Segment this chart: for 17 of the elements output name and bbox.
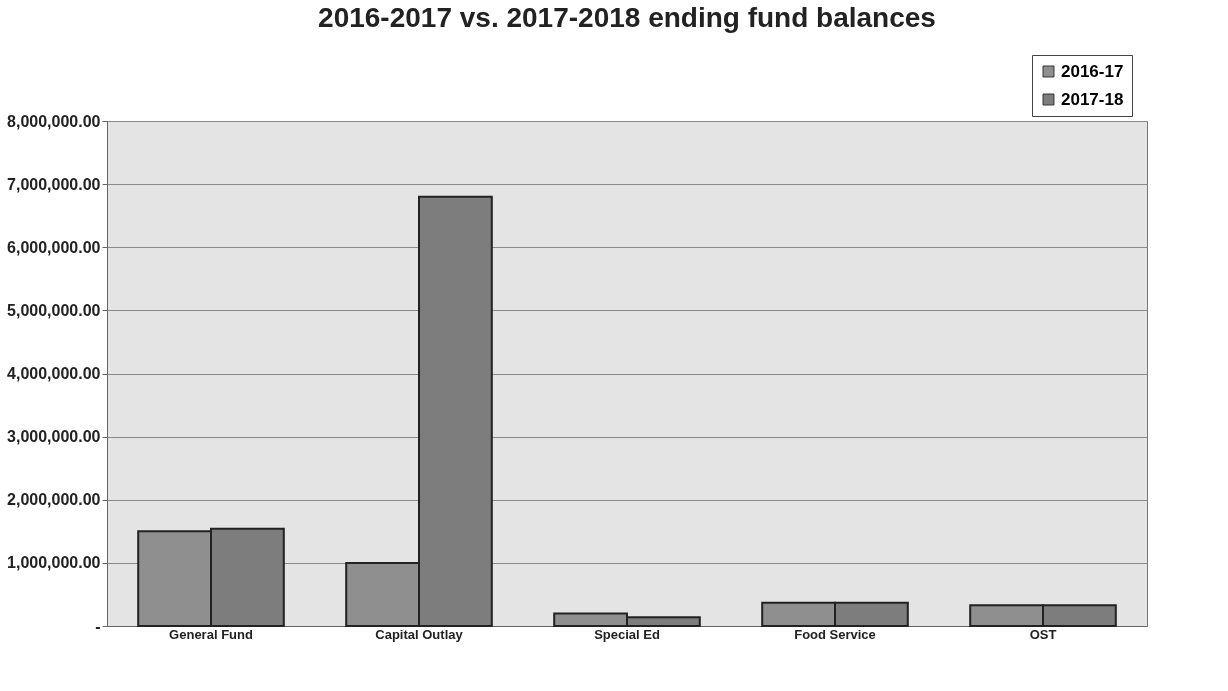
chart-title: 2016-2017 vs. 2017-2018 ending fund balances: [318, 1, 936, 33]
x-tick-label: Special Ed: [594, 626, 660, 642]
x-tick-label: OST: [1029, 626, 1057, 642]
y-tick-label: 8,000,000.00: [7, 112, 101, 130]
y-tick-label: 6,000,000.00: [7, 238, 101, 256]
y-tick-label: -: [95, 617, 101, 635]
y-tick-label: 3,000,000.00: [7, 428, 101, 446]
x-tick-label: Capital Outlay: [375, 626, 464, 642]
y-tick-label: 2,000,000.00: [7, 491, 101, 509]
y-tick-label: 5,000,000.00: [7, 301, 101, 319]
legend-label: 2016-17: [1061, 61, 1124, 81]
y-tick-label: 1,000,000.00: [7, 554, 101, 572]
y-tick-label: 7,000,000.00: [7, 175, 101, 193]
x-tick-label: General Fund: [169, 626, 253, 642]
x-tick-label: Food Service: [794, 626, 876, 642]
legend-label: 2017-18: [1061, 89, 1124, 109]
y-tick-label: 4,000,000.00: [7, 365, 101, 382]
